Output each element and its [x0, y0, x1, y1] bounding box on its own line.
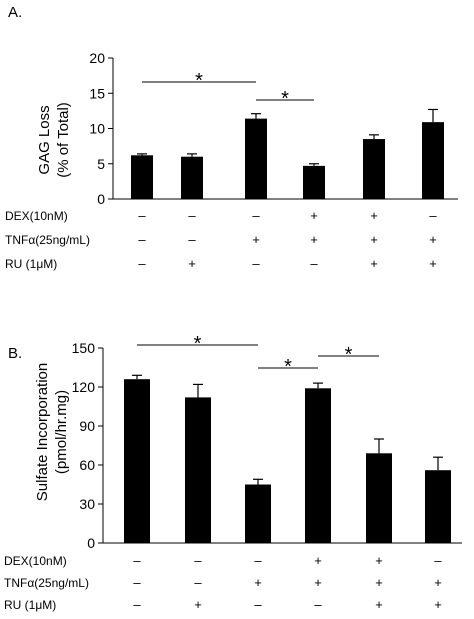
panel-b-letter: B.: [8, 345, 22, 362]
panel-b-significance-star: *: [194, 333, 202, 355]
panel-b-ylabel-line2: (pmol/hr.mg): [53, 390, 70, 474]
panel-b-condition-sign: –: [314, 597, 322, 612]
panel-b-ylabel-line1: Sulfate Incorporation: [34, 363, 51, 501]
panel-b-bar: [124, 379, 150, 543]
panel-b-condition-label: TNFα(25ng/mL): [4, 576, 89, 590]
panel-b-condition-sign: +: [254, 575, 262, 590]
panel-b-condition-sign: +: [194, 597, 202, 612]
panel-a-condition-sign: –: [252, 208, 260, 223]
panel-b-condition-sign: +: [375, 553, 383, 568]
panel-b-condition-sign: +: [314, 553, 322, 568]
panel-a-y-tick-label: 5: [97, 156, 105, 172]
panel-a-significance-star: *: [195, 70, 203, 92]
panel-a-bar: [303, 165, 325, 199]
panel-b-bar: [366, 453, 392, 543]
panel-a-bar: [181, 156, 203, 199]
panel-b-condition-sign: –: [434, 553, 442, 568]
panel-a-condition-sign: +: [310, 208, 318, 223]
panel-a-condition-sign: +: [370, 208, 378, 223]
panel-a-y-tick-label: 15: [89, 85, 105, 101]
panel-a-condition-sign: –: [188, 208, 196, 223]
panel-a-condition-sign: +: [429, 256, 437, 271]
panel-a-y-tick-label: 20: [89, 50, 105, 66]
panel-a-condition-label: DEX(10nM): [5, 209, 68, 223]
panel-a-ylabel-line1: GAG Loss: [36, 105, 53, 174]
panel-a-chart: 0 5 10 15 20 * * DEX(10nM) – – – + + – TNFα(25ng/mL) – –…: [5, 50, 458, 271]
panel-b-condition-sign: –: [133, 597, 141, 612]
panel-a-condition-sign: –: [138, 232, 146, 247]
panel-a-bar: [131, 155, 153, 199]
panel-b-condition-sign: +: [375, 575, 383, 590]
panel-b-y-tick-label: 0: [87, 535, 95, 551]
panel-b-condition-sign: –: [133, 575, 141, 590]
panel-a-condition-sign: –: [252, 256, 260, 271]
panel-b-condition-sign: –: [254, 553, 262, 568]
panel-b-condition-sign: –: [254, 597, 262, 612]
panel-b-condition-sign: +: [375, 597, 383, 612]
panel-b-condition-sign: +: [314, 575, 322, 590]
panel-a-bar: [422, 122, 444, 199]
panel-a-condition-sign: –: [138, 208, 146, 223]
panel-b-y-tick-label: 90: [79, 418, 95, 434]
panel-a-condition-sign: +: [429, 232, 437, 247]
panel-a-condition-sign: –: [188, 232, 196, 247]
panel-b-y-tick-label: 60: [79, 457, 95, 473]
panel-a-condition-label: RU (1μM): [5, 257, 57, 271]
panel-b-chart: 0 30 60 90 120 150 * * * DEX(10nM) – – – + + – TNFα(25ng…: [4, 333, 462, 612]
panel-b-condition-label: RU (1μM): [4, 598, 56, 612]
panel-b-y-tick-label: 150: [72, 340, 96, 356]
panel-a-condition-sign: +: [310, 232, 318, 247]
panel-b-y-tick-label: 30: [79, 496, 95, 512]
panel-a-letter: A.: [8, 4, 22, 21]
panel-b-bar: [185, 397, 211, 543]
panel-b-condition-sign: –: [194, 575, 202, 590]
panel-b-condition-sign: –: [194, 553, 202, 568]
panel-a-condition-sign: +: [252, 232, 260, 247]
panel-b-significance-star: *: [345, 344, 353, 366]
panel-b-y-tick-label: 120: [72, 379, 96, 395]
panel-b-bar: [425, 470, 451, 543]
panel-a-bar: [363, 139, 385, 199]
panel-a-condition-sign: –: [429, 208, 437, 223]
panel-b-significance-star: *: [284, 356, 292, 378]
panel-a-condition-sign: –: [138, 256, 146, 271]
panel-a-condition-sign: +: [370, 256, 378, 271]
panel-a-ylabel-line2: (% of Total): [55, 102, 72, 178]
panel-b-bar: [305, 388, 331, 543]
panel-a-condition-sign: +: [370, 232, 378, 247]
panel-a-y-tick-label: 0: [97, 191, 105, 207]
panel-b-condition-sign: +: [434, 597, 442, 612]
panel-a-condition-sign: +: [188, 256, 196, 271]
panel-b-condition-sign: –: [133, 553, 141, 568]
panel-b-condition-sign: +: [434, 575, 442, 590]
panel-b-condition-label: DEX(10nM): [4, 554, 67, 568]
panel-a-bar: [245, 118, 267, 199]
panel-a-condition-sign: –: [310, 256, 318, 271]
panel-a-significance-star: *: [281, 88, 289, 110]
panel-a-condition-label: TNFα(25ng/mL): [5, 233, 90, 247]
panel-a-y-tick-label: 10: [89, 121, 105, 137]
panel-b-bar: [245, 484, 271, 543]
